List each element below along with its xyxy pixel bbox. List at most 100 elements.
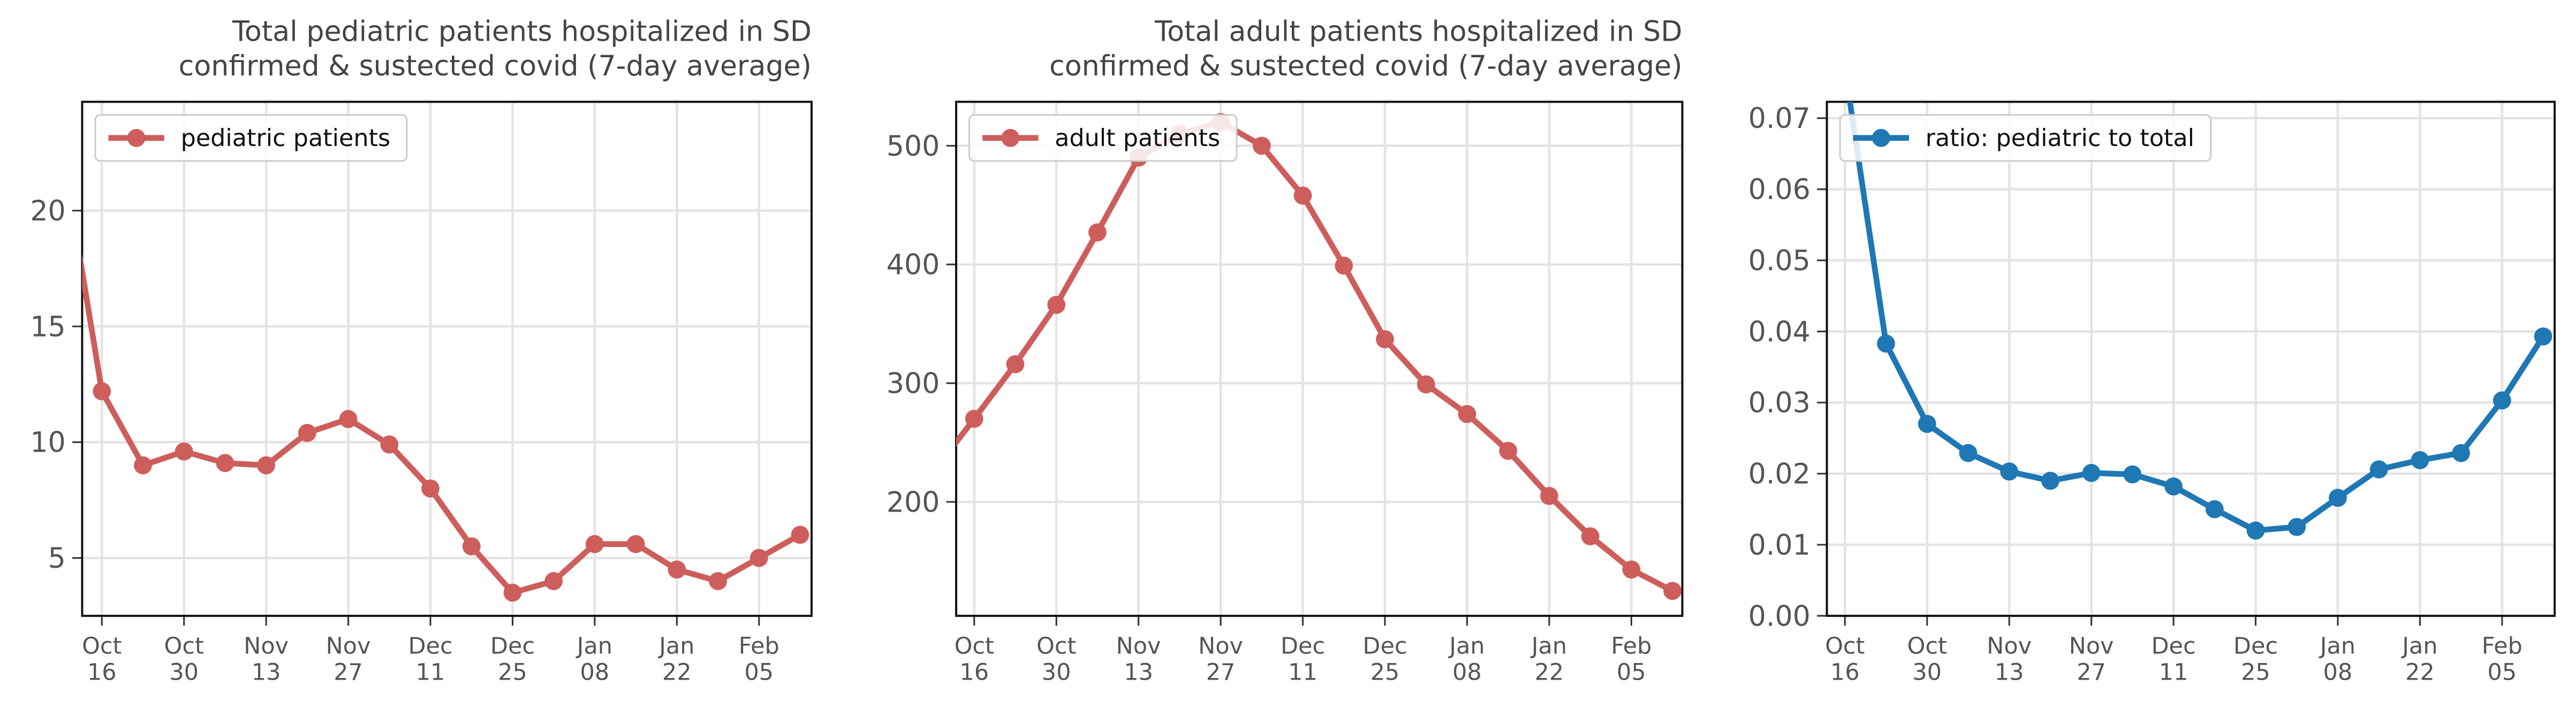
marker [1622,560,1641,579]
marker [1918,415,1936,433]
plot-frame [1825,101,2556,617]
plot-frame [81,101,813,617]
legend-label: adult patients [1055,125,1220,152]
y-tick-label: 20 [30,195,65,227]
legend-marker [127,128,146,147]
y-tick-label: 400 [887,249,940,281]
marker [1253,136,1271,155]
marker [668,560,686,579]
x-tick-label: Nov 27 [2069,634,2114,687]
marker [175,442,193,461]
marker [2411,451,2429,469]
marker [462,537,481,555]
x-tick-label: Dec 25 [2233,634,2278,687]
marker [1376,330,1394,348]
marker [1458,405,1476,423]
x-tick-label: Nov 27 [1198,634,1244,687]
marker [1836,59,1854,78]
legend-box [968,114,1238,162]
marker [2082,463,2101,482]
x-tick-label: Jan 22 [1531,634,1567,687]
marker [924,463,942,482]
x-tick-label: Jan 08 [2320,634,2356,687]
x-tick-label: Jan 22 [659,634,695,687]
marker [2369,460,2388,479]
marker [52,132,70,150]
x-tick-label: Feb 05 [1611,634,1652,687]
marker [1959,444,1978,462]
marker [749,549,768,567]
legend-box [94,114,408,162]
x-tick-label: Oct 16 [954,634,995,687]
legend-marker [1001,128,1020,147]
marker [965,409,983,428]
legend: ratio: pediatric to total [1839,114,2212,162]
y-tick-label: 15 [30,311,65,343]
marker [2329,489,2347,507]
marker [2534,327,2552,346]
marker [1293,186,1312,205]
marker [380,435,399,454]
series [1836,59,2552,540]
x-tick-label: Jan 08 [577,634,613,687]
legend-label: ratio: pediatric to total [1926,125,2194,152]
chart-title: Total adult patients hospitalized in SD … [1049,16,1683,84]
x-tick-label: Nov 13 [244,634,289,687]
x-tick-label: Feb 05 [738,634,779,687]
marker [298,424,316,442]
marker [2287,517,2306,536]
x-tick-label: Oct 30 [1036,634,1077,687]
marker [791,525,809,544]
x-tick-label: Jan 22 [2402,634,2438,687]
plot-frame [955,101,1684,617]
x-tick-label: Dec 11 [1281,634,1325,687]
x-tick-label: Nov 13 [1987,634,2032,687]
y-tick-label: 0.05 [1748,245,1810,277]
y-tick-label: 0.06 [1748,174,1810,206]
marker [1540,486,1558,505]
x-tick-label: Dec 11 [408,634,453,687]
marker [339,410,358,428]
marker [134,456,152,475]
y-tick-label: 200 [887,486,940,519]
marker [2123,465,2142,484]
y-tick-label: 5 [48,543,66,575]
x-tick-label: Oct 30 [164,634,204,687]
series [52,132,809,602]
marker [421,479,440,498]
marker [257,456,276,475]
marker [1581,527,1600,546]
marker [1335,256,1353,275]
legend-marker [1872,128,1890,147]
marker [2205,500,2224,519]
marker [93,382,111,401]
y-tick-label: 10 [30,427,65,459]
x-tick-label: Oct 30 [1907,634,1947,687]
marker [2246,521,2265,540]
legend: pediatric patients [94,114,408,162]
x-tick-label: Oct 16 [82,634,122,687]
marker [2041,471,2059,490]
marker [503,583,522,602]
chart-title: Total pediatric patients hospitalized in… [178,16,812,84]
marker [1088,223,1107,242]
legend: adult patients [968,114,1238,162]
y-tick-label: 0.02 [1748,459,1810,491]
x-tick-label: Dec 25 [490,634,535,687]
y-tick-label: 0.04 [1748,316,1810,348]
marker [586,535,604,553]
marker [544,572,563,590]
marker [216,454,234,473]
marker [709,572,727,590]
x-tick-label: Jan 08 [1449,634,1485,687]
legend-label: pediatric patients [181,125,391,152]
marker [1006,355,1025,374]
x-tick-label: Oct 16 [1825,634,1865,687]
y-tick-label: 300 [887,368,940,400]
marker [1499,441,1518,460]
marker [1047,295,1066,314]
marker [1416,375,1435,394]
y-tick-label: 0.01 [1748,529,1810,561]
